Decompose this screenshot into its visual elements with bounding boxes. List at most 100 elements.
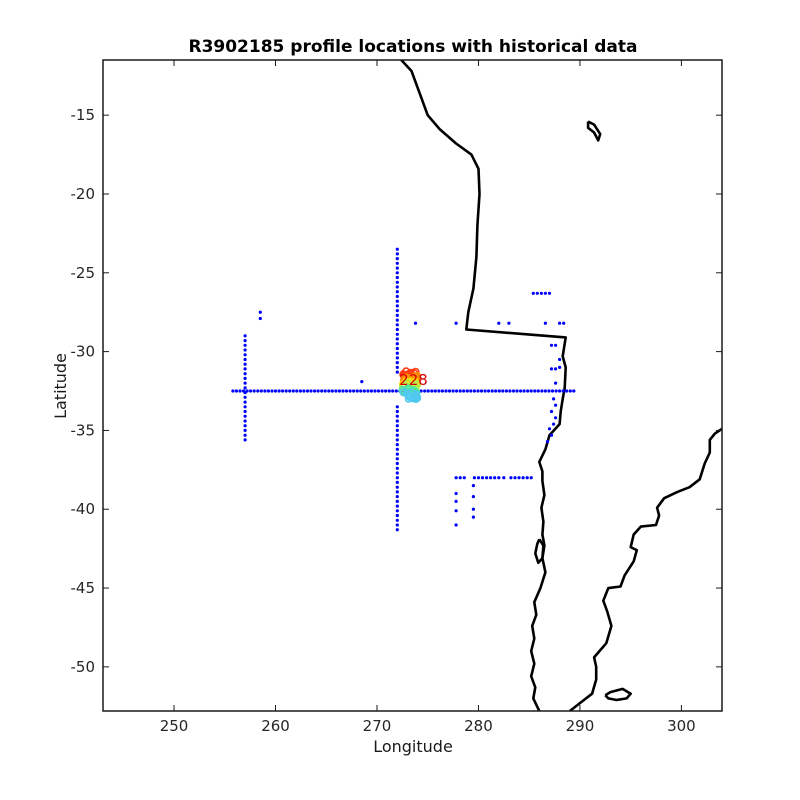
historical-point [359, 389, 363, 393]
coastline-atlantic_coast [568, 427, 722, 711]
historical-point [376, 389, 381, 393]
historical-point [395, 252, 399, 256]
historical-point [243, 343, 247, 347]
historical-point [263, 389, 267, 393]
historical-point [395, 476, 399, 480]
chart-title: R3902185 profile locations with historic… [188, 37, 637, 57]
historical-point [483, 389, 487, 393]
historical-point [395, 290, 399, 294]
historical-point [395, 428, 399, 432]
y-tick-label: -20 [71, 185, 96, 203]
historical-point [395, 318, 399, 322]
historical-point [454, 509, 458, 513]
historical-point [471, 507, 475, 511]
historical-points-layer [231, 247, 576, 532]
historical-point [330, 389, 334, 393]
y-tick-label: -45 [71, 579, 96, 597]
historical-point [508, 389, 512, 393]
float-profiles-layer [398, 367, 422, 403]
historical-point [493, 476, 497, 480]
historical-point [426, 389, 430, 393]
historical-point [395, 443, 399, 447]
historical-point [451, 389, 455, 393]
historical-point [539, 291, 544, 295]
historical-point [243, 419, 247, 423]
historical-point [458, 389, 462, 393]
historical-point [387, 389, 391, 393]
historical-point [497, 476, 501, 480]
historical-point [561, 389, 565, 393]
y-tick-label: -35 [71, 421, 96, 439]
historical-point [395, 457, 399, 461]
historical-point [471, 515, 475, 519]
historical-point [511, 389, 516, 393]
historical-point [437, 389, 441, 393]
historical-point [295, 389, 299, 393]
x-tick-label: 270 [363, 717, 392, 735]
historical-point [554, 389, 558, 393]
historical-point [568, 389, 572, 393]
historical-point [243, 348, 247, 352]
historical-point [558, 321, 562, 325]
historical-point [430, 389, 434, 393]
historical-point [395, 405, 399, 409]
historical-point [547, 427, 552, 431]
historical-point [395, 438, 399, 442]
historical-point [413, 321, 418, 325]
historical-point [554, 416, 558, 420]
historical-point [465, 389, 469, 393]
y-axis-ticks: -15 -20 -25 -30 -35 -40 -45 -50 [71, 106, 722, 676]
historical-point [395, 285, 399, 289]
historical-point [259, 389, 263, 393]
historical-point [395, 419, 399, 423]
x-tick-label: 250 [160, 717, 189, 735]
historical-point [433, 389, 437, 393]
x-tick-label: 300 [667, 717, 696, 735]
historical-point [395, 528, 399, 532]
historical-point [395, 370, 399, 374]
historical-point [515, 389, 519, 393]
historical-point [270, 389, 274, 393]
historical-point [243, 438, 247, 442]
historical-point [543, 291, 548, 295]
historical-point [313, 389, 317, 393]
coastline-tierra_del_fuego [604, 687, 633, 702]
historical-point [545, 439, 550, 444]
historical-point [273, 389, 278, 393]
historical-point [455, 389, 459, 393]
historical-point [373, 389, 377, 393]
historical-point [231, 389, 235, 393]
historical-point [549, 433, 554, 437]
historical-point [238, 389, 242, 393]
historical-point [440, 389, 444, 393]
historical-point [395, 485, 399, 489]
historical-point [395, 280, 399, 284]
historical-point [502, 476, 506, 480]
historical-point [288, 389, 292, 393]
historical-point [395, 433, 399, 437]
historical-point [552, 397, 556, 401]
historical-point [485, 476, 489, 480]
historical-point [395, 342, 399, 346]
historical-point [558, 389, 562, 393]
historical-point [391, 389, 395, 393]
historical-point [521, 476, 525, 480]
historical-point [540, 389, 544, 393]
historical-point [554, 381, 558, 385]
historical-point [395, 504, 399, 508]
historical-point [395, 313, 399, 317]
historical-point [258, 310, 262, 314]
historical-point [337, 389, 341, 393]
historical-point [497, 321, 501, 325]
historical-point [384, 389, 388, 393]
y-tick-label: -40 [71, 500, 96, 518]
historical-point [497, 389, 501, 393]
historical-point [543, 321, 548, 325]
historical-point [535, 291, 539, 295]
historical-point [454, 491, 458, 496]
historical-point [395, 351, 399, 355]
historical-point [472, 389, 476, 393]
historical-point [249, 389, 253, 393]
historical-point [479, 389, 484, 393]
